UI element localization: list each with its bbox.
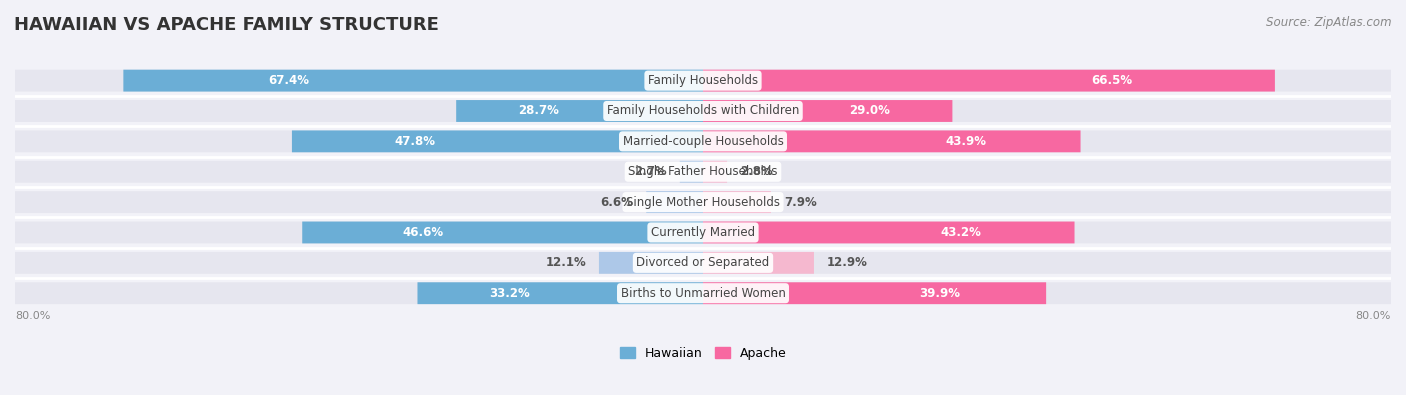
FancyBboxPatch shape [15,191,1391,213]
Text: Births to Unmarried Women: Births to Unmarried Women [620,287,786,300]
Text: 6.6%: 6.6% [600,196,633,209]
FancyBboxPatch shape [15,161,1391,182]
FancyBboxPatch shape [15,70,1391,92]
Text: 43.2%: 43.2% [941,226,981,239]
Text: 7.9%: 7.9% [783,196,817,209]
Text: Family Households: Family Households [648,74,758,87]
FancyBboxPatch shape [124,70,703,92]
Text: Divorced or Separated: Divorced or Separated [637,256,769,269]
FancyBboxPatch shape [703,191,770,213]
Text: 2.7%: 2.7% [634,165,666,178]
Text: 12.9%: 12.9% [827,256,868,269]
Text: Currently Married: Currently Married [651,226,755,239]
FancyBboxPatch shape [703,100,952,122]
Text: Family Households with Children: Family Households with Children [607,105,799,117]
Text: Single Mother Households: Single Mother Households [626,196,780,209]
Text: 39.9%: 39.9% [920,287,960,300]
FancyBboxPatch shape [703,70,1275,92]
Text: 67.4%: 67.4% [269,74,309,87]
Text: 47.8%: 47.8% [395,135,436,148]
Text: HAWAIIAN VS APACHE FAMILY STRUCTURE: HAWAIIAN VS APACHE FAMILY STRUCTURE [14,16,439,34]
Text: 66.5%: 66.5% [1091,74,1132,87]
FancyBboxPatch shape [703,282,1046,304]
Text: 2.8%: 2.8% [740,165,773,178]
Text: 28.7%: 28.7% [517,105,558,117]
FancyBboxPatch shape [418,282,703,304]
FancyBboxPatch shape [703,130,1081,152]
FancyBboxPatch shape [15,100,1391,122]
FancyBboxPatch shape [703,222,1074,243]
FancyBboxPatch shape [679,161,703,182]
FancyBboxPatch shape [703,161,727,182]
Text: 12.1%: 12.1% [546,256,586,269]
FancyBboxPatch shape [703,252,814,274]
Text: Single Father Households: Single Father Households [628,165,778,178]
Legend: Hawaiian, Apache: Hawaiian, Apache [620,347,786,360]
Text: 43.9%: 43.9% [945,135,986,148]
Text: 80.0%: 80.0% [1355,311,1391,321]
Text: 80.0%: 80.0% [15,311,51,321]
FancyBboxPatch shape [647,191,703,213]
FancyBboxPatch shape [15,130,1391,152]
Text: 29.0%: 29.0% [849,105,890,117]
FancyBboxPatch shape [15,282,1391,304]
FancyBboxPatch shape [456,100,703,122]
FancyBboxPatch shape [292,130,703,152]
Text: Married-couple Households: Married-couple Households [623,135,783,148]
FancyBboxPatch shape [599,252,703,274]
FancyBboxPatch shape [15,222,1391,243]
FancyBboxPatch shape [302,222,703,243]
Text: 33.2%: 33.2% [489,287,530,300]
Text: 46.6%: 46.6% [402,226,443,239]
Text: Source: ZipAtlas.com: Source: ZipAtlas.com [1267,16,1392,29]
FancyBboxPatch shape [15,252,1391,274]
